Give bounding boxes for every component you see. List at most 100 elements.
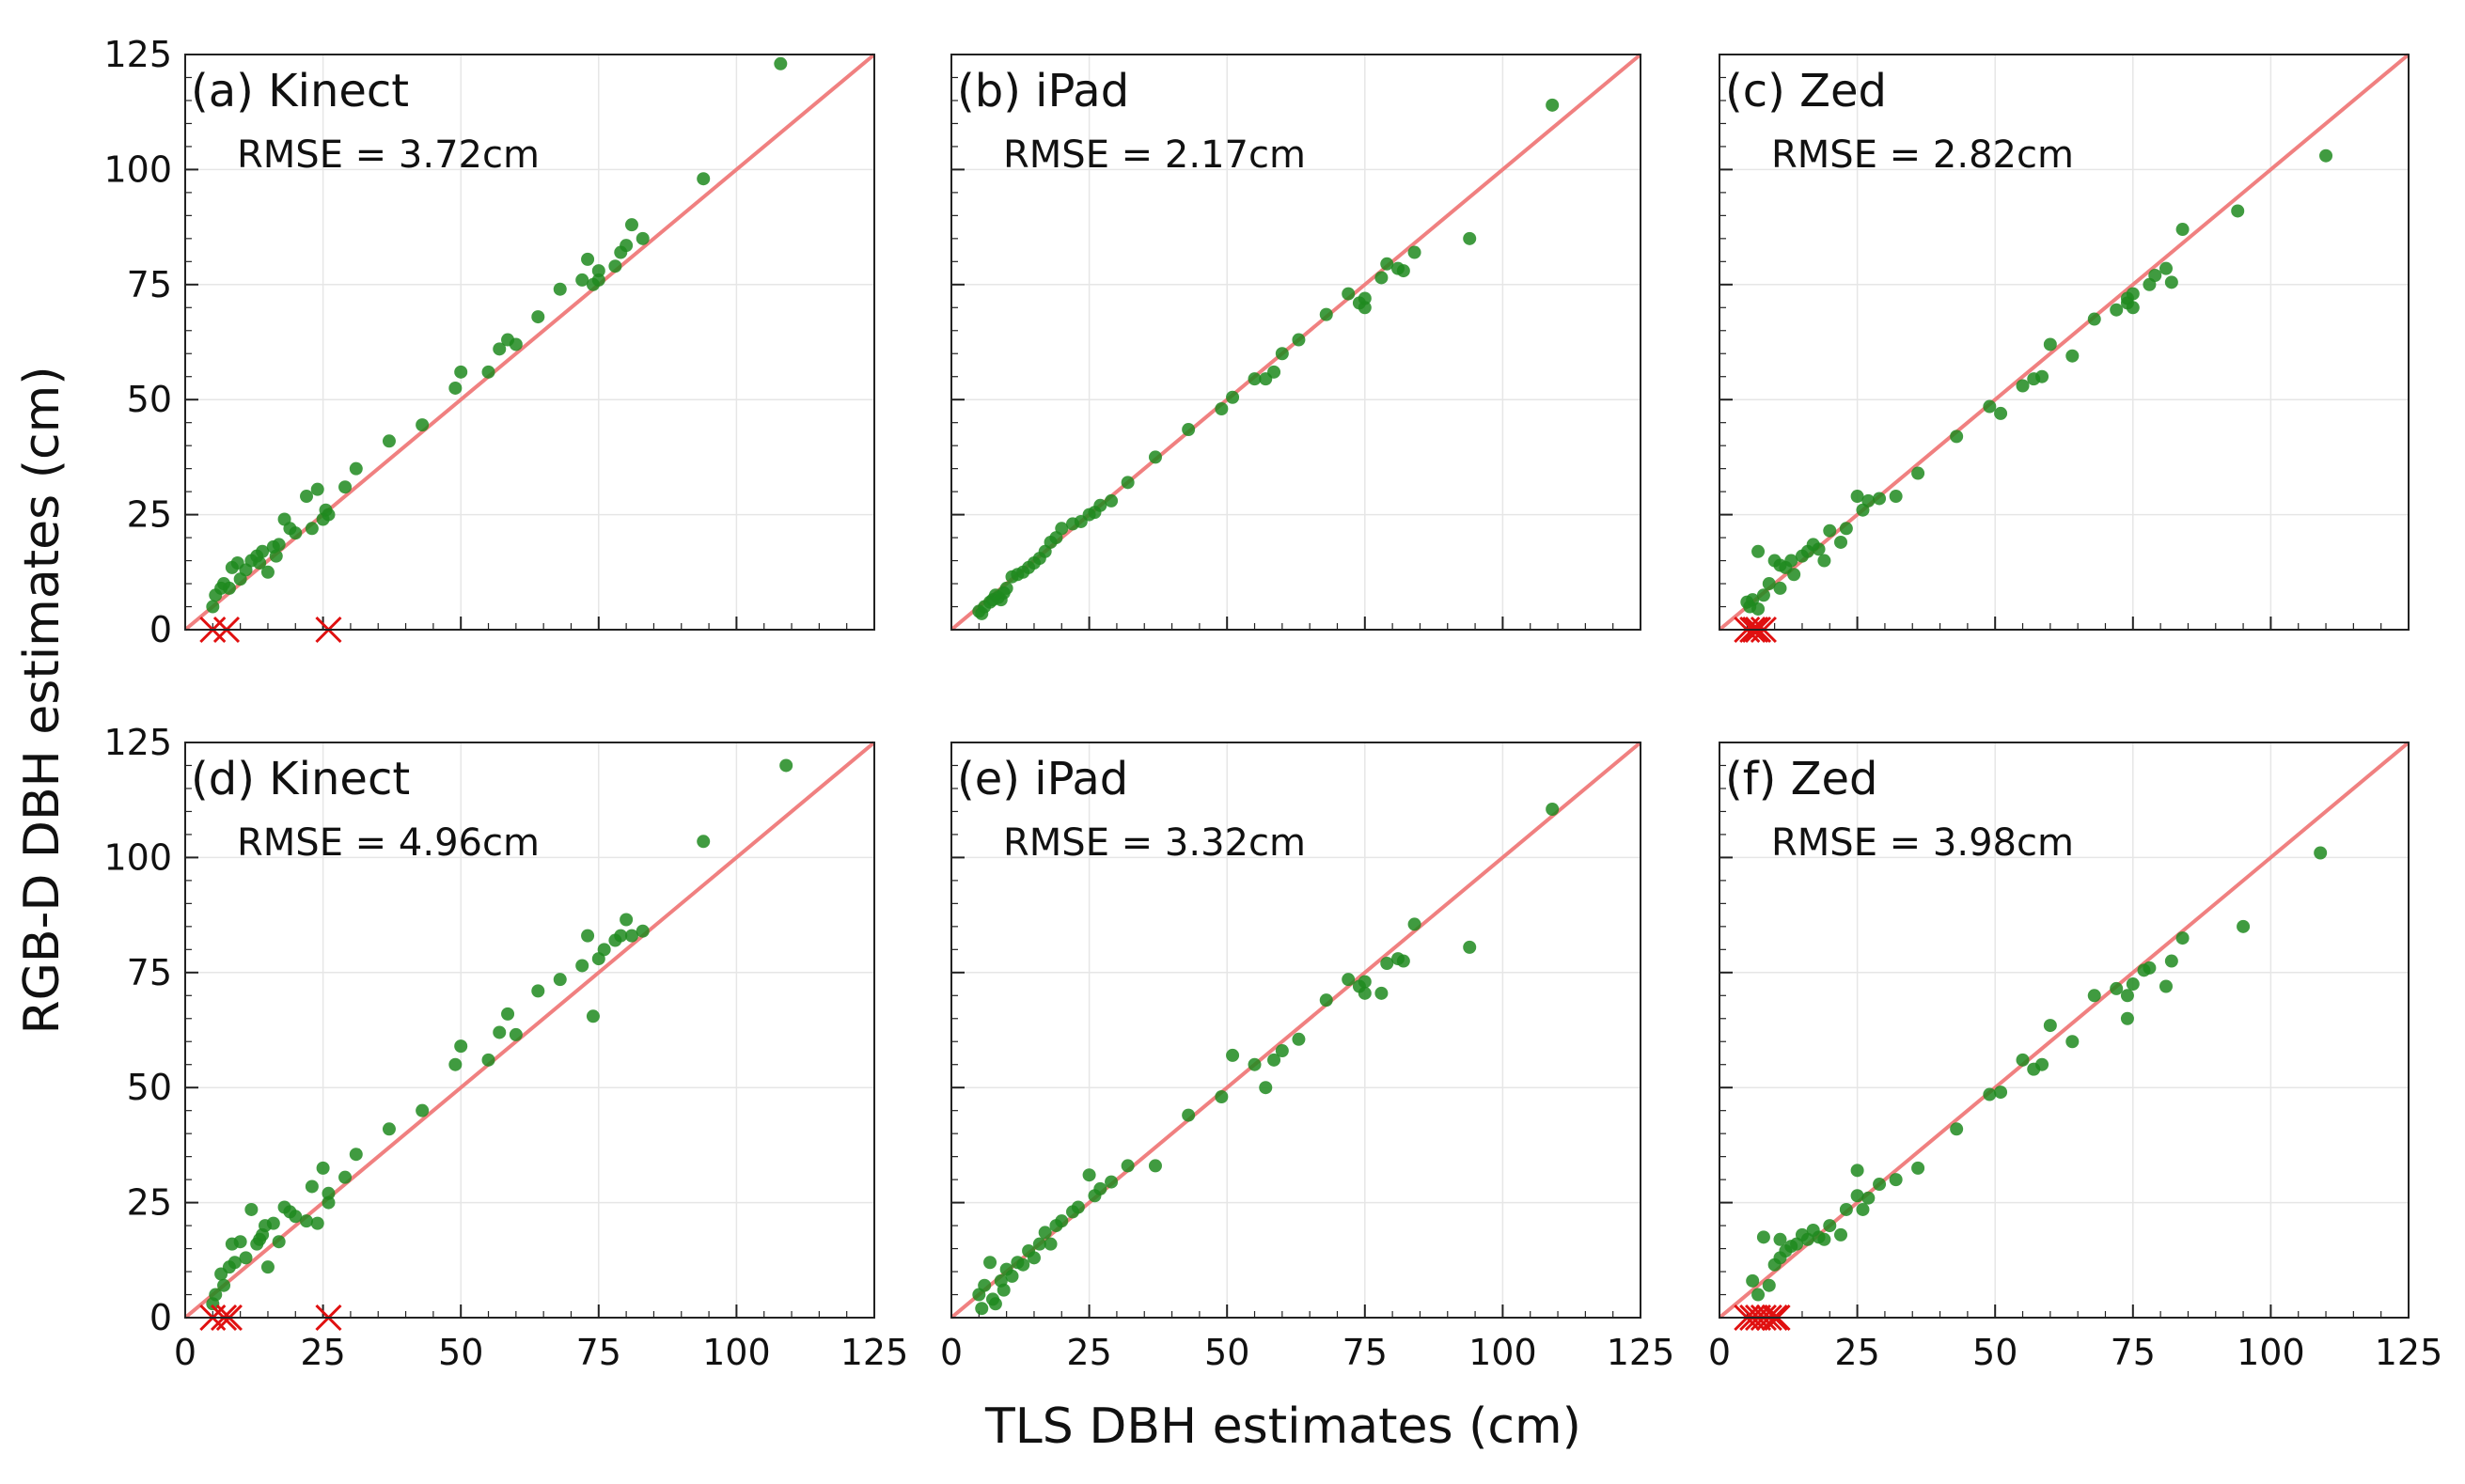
rmse-label: RMSE = 3.72cm bbox=[237, 133, 540, 177]
data-point bbox=[300, 490, 314, 504]
data-point bbox=[1016, 1257, 1030, 1272]
data-point bbox=[1850, 1189, 1864, 1203]
data-point bbox=[2065, 349, 2080, 363]
x-tick-label: 100 bbox=[1468, 1332, 1537, 1373]
plot-frame bbox=[950, 742, 1641, 1319]
data-point bbox=[1396, 264, 1410, 278]
data-point bbox=[239, 1251, 253, 1265]
data-point bbox=[2043, 337, 2057, 351]
data-point bbox=[217, 1278, 231, 1292]
data-point bbox=[1889, 490, 1903, 504]
plot-frame bbox=[950, 54, 1641, 631]
data-point bbox=[1148, 450, 1162, 464]
data-point bbox=[531, 310, 545, 324]
data-point bbox=[349, 461, 363, 476]
data-point bbox=[553, 282, 567, 296]
data-point bbox=[481, 365, 495, 379]
rmse-label: RMSE = 4.96cm bbox=[237, 821, 540, 865]
data-point bbox=[1248, 1057, 1262, 1071]
y-tick-label: 125 bbox=[103, 722, 172, 763]
data-point bbox=[608, 259, 622, 273]
data-point bbox=[2035, 369, 2049, 383]
data-point bbox=[448, 381, 463, 395]
data-point bbox=[636, 924, 650, 938]
data-point bbox=[983, 1256, 997, 1270]
data-point bbox=[1773, 1232, 1787, 1246]
data-point bbox=[2126, 977, 2140, 992]
rmse-label: RMSE = 2.17cm bbox=[1003, 133, 1306, 177]
data-point bbox=[233, 1235, 247, 1249]
data-point bbox=[260, 565, 275, 579]
data-point bbox=[289, 526, 303, 540]
data-point bbox=[2175, 223, 2190, 237]
data-point bbox=[1856, 1202, 1870, 1216]
data-point bbox=[1861, 1191, 1876, 1205]
data-point bbox=[2164, 954, 2178, 968]
data-point bbox=[454, 1039, 468, 1054]
data-point bbox=[2159, 261, 2173, 275]
data-point bbox=[1983, 399, 1997, 414]
data-point bbox=[305, 522, 319, 536]
data-point bbox=[553, 973, 567, 987]
data-point bbox=[209, 1288, 223, 1302]
data-point bbox=[1746, 1273, 1760, 1288]
data-point bbox=[2314, 846, 2328, 860]
panel-title: (a) Kinect bbox=[191, 65, 409, 117]
panel-title: (d) Kinect bbox=[191, 753, 410, 805]
data-point bbox=[1873, 492, 1887, 506]
data-point bbox=[620, 913, 634, 927]
data-point bbox=[1983, 1087, 1997, 1101]
data-point bbox=[1751, 601, 1766, 616]
data-point bbox=[1751, 1288, 1766, 1302]
data-point bbox=[624, 218, 638, 232]
x-tick-label: 125 bbox=[1607, 1332, 1675, 1373]
data-point bbox=[999, 581, 1013, 595]
x-tick-label: 75 bbox=[2111, 1332, 2156, 1373]
data-point bbox=[1850, 490, 1864, 504]
panel-title: (f) Zed bbox=[1725, 753, 1878, 805]
data-point bbox=[1082, 1168, 1096, 1182]
data-point bbox=[2035, 1057, 2049, 1071]
data-point bbox=[1873, 1178, 1887, 1192]
data-point bbox=[1380, 957, 1394, 971]
data-point bbox=[1055, 1214, 1069, 1228]
data-point bbox=[244, 1202, 259, 1216]
y-tick-label: 25 bbox=[127, 1182, 172, 1224]
data-point bbox=[1950, 1122, 1964, 1136]
data-point bbox=[2126, 287, 2140, 301]
data-point bbox=[1889, 1173, 1903, 1187]
data-point bbox=[2110, 981, 2124, 995]
panel-title: (b) iPad bbox=[957, 65, 1129, 117]
data-point bbox=[260, 1260, 275, 1274]
data-point bbox=[509, 337, 523, 351]
data-point bbox=[620, 239, 634, 253]
plot-frame bbox=[184, 742, 875, 1319]
data-point bbox=[1342, 973, 1356, 987]
x-tick-label: 25 bbox=[1834, 1332, 1879, 1373]
y-tick-label: 25 bbox=[127, 494, 172, 536]
data-point bbox=[1259, 1081, 1273, 1095]
data-point bbox=[382, 1122, 396, 1136]
data-point bbox=[338, 480, 353, 494]
data-point bbox=[1850, 1164, 1864, 1178]
data-point bbox=[2016, 379, 2030, 393]
data-point bbox=[1105, 1175, 1119, 1189]
data-point bbox=[448, 1057, 463, 1071]
data-point bbox=[1812, 542, 1826, 556]
data-point bbox=[1275, 1044, 1289, 1058]
data-point bbox=[1773, 581, 1787, 595]
data-point bbox=[1121, 1159, 1135, 1173]
x-tick-label: 0 bbox=[1708, 1332, 1731, 1373]
data-point bbox=[1546, 98, 1560, 112]
data-point bbox=[1374, 986, 1389, 1000]
data-point bbox=[2087, 312, 2101, 326]
y-tick-label: 100 bbox=[103, 836, 172, 878]
data-point bbox=[1182, 423, 1196, 437]
data-point bbox=[2126, 301, 2140, 315]
x-axis-title: TLS DBH estimates (cm) bbox=[984, 1398, 1581, 1455]
data-point bbox=[253, 556, 267, 570]
data-point bbox=[1093, 498, 1107, 512]
data-point bbox=[493, 342, 507, 356]
y-tick-label: 0 bbox=[149, 609, 172, 650]
